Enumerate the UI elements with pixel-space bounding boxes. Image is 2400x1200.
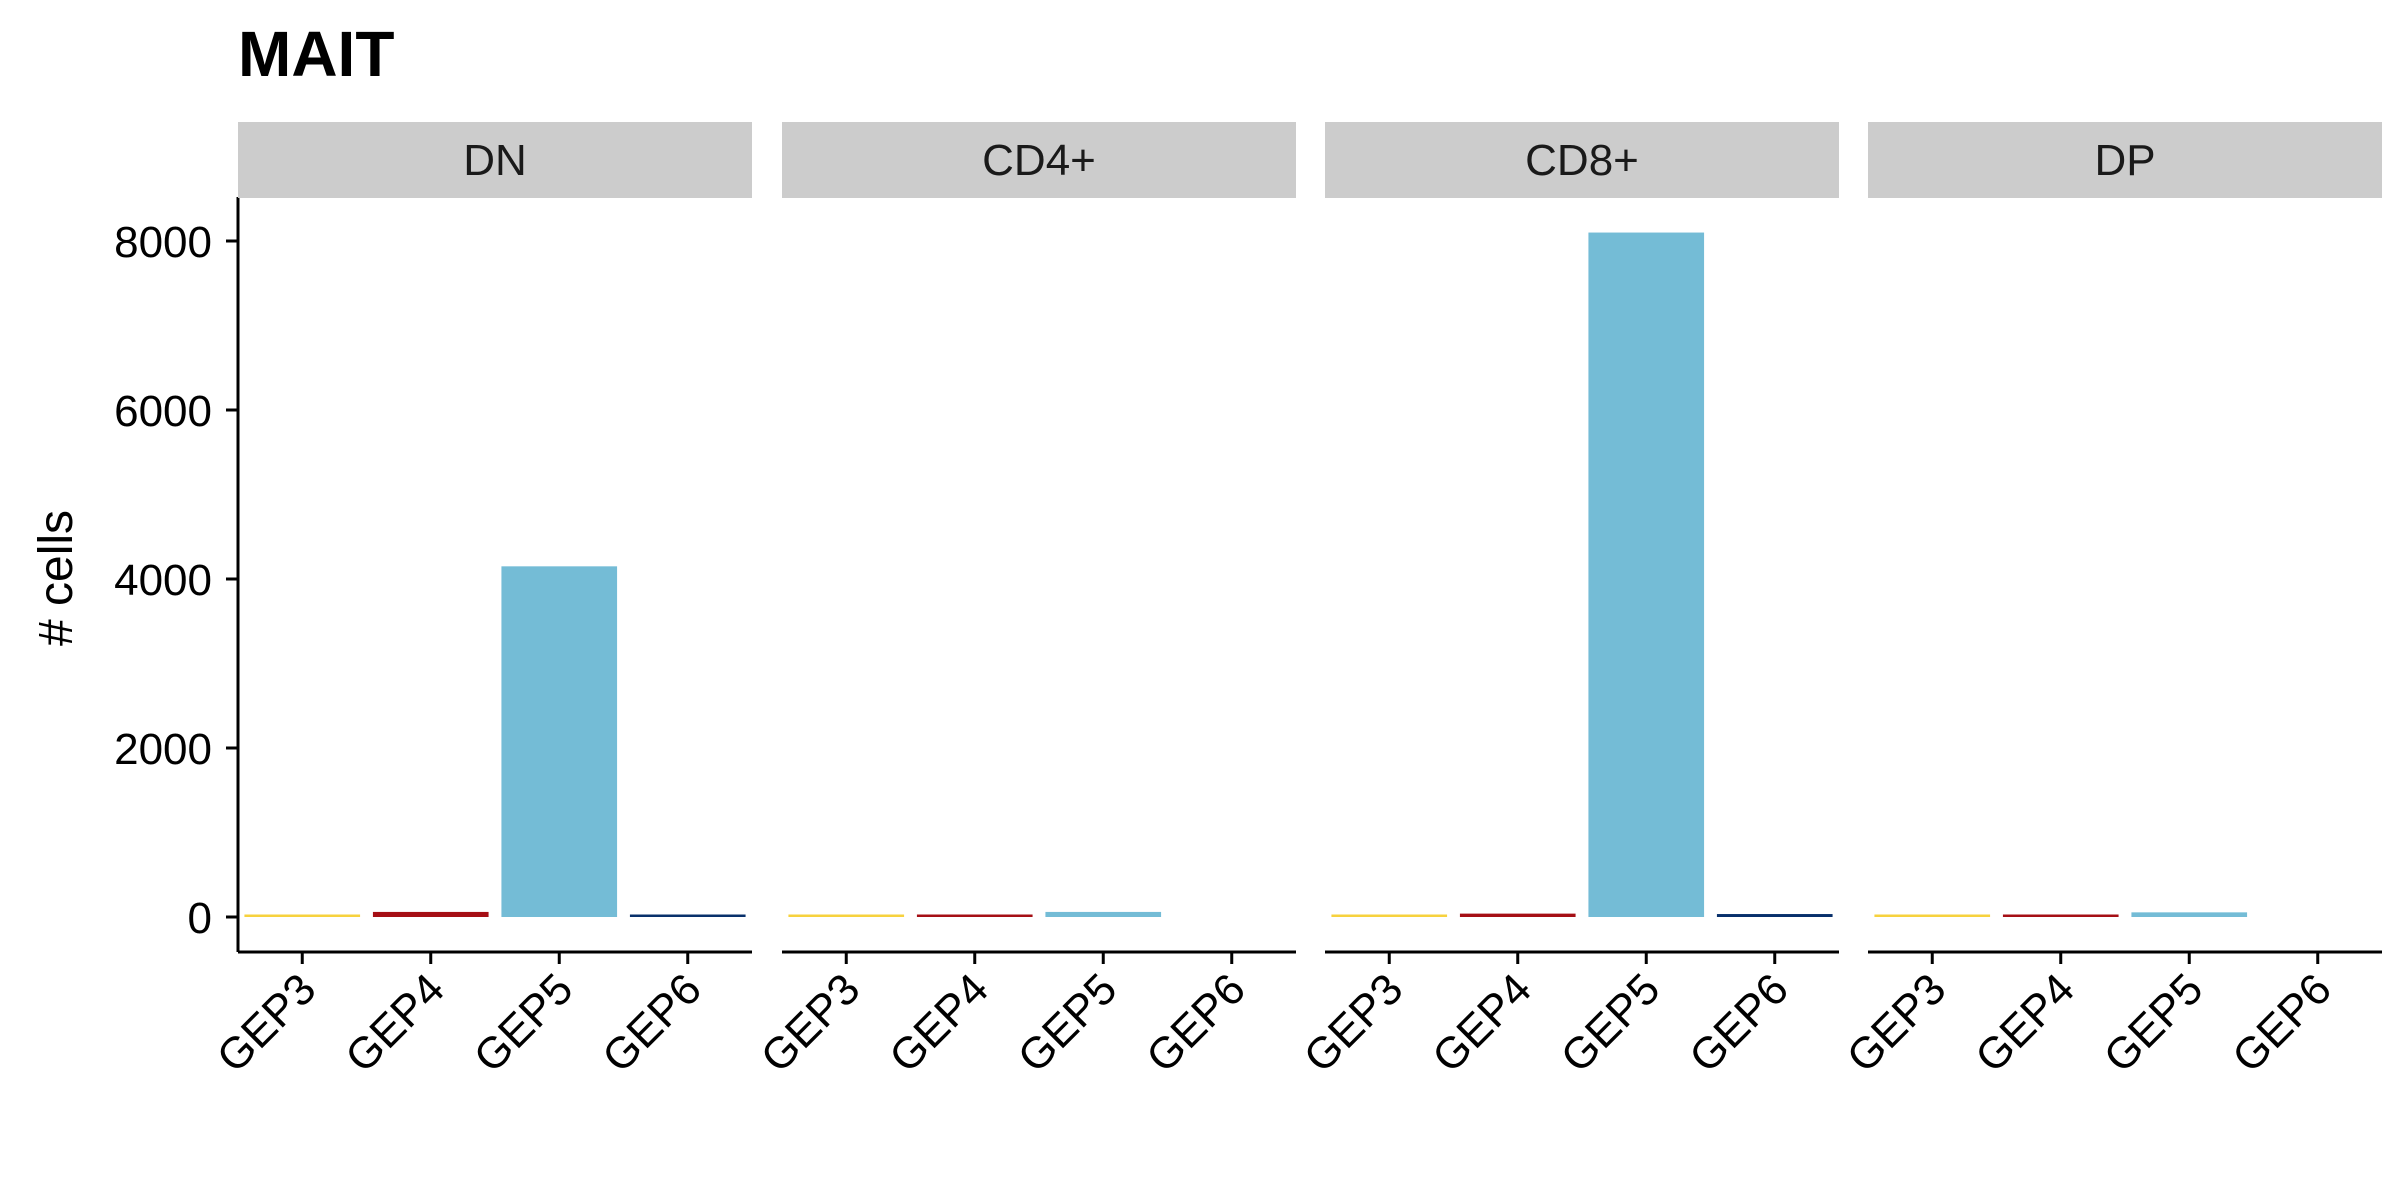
facet-strip-label: CD8+ — [1525, 136, 1639, 185]
facet-strip — [1868, 122, 2382, 198]
x-tick-label: GEP4 — [1423, 964, 1541, 1082]
x-tick-label: GEP3 — [752, 964, 870, 1082]
x-tick-label: GEP5 — [1009, 964, 1127, 1082]
y-axis-title: # cells — [30, 510, 83, 646]
y-tick-label: 0 — [188, 894, 212, 943]
bar — [1045, 911, 1162, 917]
y-tick-label: 6000 — [114, 387, 212, 436]
x-tick-label: GEP3 — [1295, 964, 1413, 1082]
bar — [244, 914, 361, 917]
facet-strip-label: DP — [2094, 136, 2155, 185]
bar — [1588, 232, 1705, 918]
facet-strip — [782, 122, 1296, 198]
facet-strip — [238, 122, 752, 198]
facet-panel: CD4+ GEP3 GEP4 GEP5 GEP6 — [752, 122, 1296, 1082]
facet-panel: DN GEP3 GEP4 GEP5 GEP6 — [208, 122, 752, 1082]
x-tick-label: GEP6 — [1137, 964, 1255, 1082]
x-tick-label: GEP5 — [1552, 964, 1670, 1082]
bar — [1716, 914, 1833, 917]
y-tick-label: 4000 — [114, 556, 212, 605]
bar — [501, 566, 618, 917]
x-tick-label: GEP5 — [2095, 964, 2213, 1082]
bar — [1459, 913, 1576, 917]
facet-panel: CD8+ GEP3 GEP4 GEP5 GEP6 — [1295, 122, 1839, 1082]
bar — [1331, 914, 1448, 917]
y-tick-label: 8000 — [114, 218, 212, 267]
facet-strip — [1325, 122, 1839, 198]
facet-panel: DP GEP3 GEP4 GEP5 GEP6 — [1838, 122, 2382, 1082]
bar — [788, 914, 905, 917]
x-tick-label: GEP4 — [1966, 964, 2084, 1082]
x-tick-label: GEP4 — [880, 964, 998, 1082]
bar — [2002, 914, 2119, 917]
bar — [2131, 912, 2248, 917]
bar — [916, 914, 1033, 917]
x-tick-label: GEP5 — [465, 964, 583, 1082]
x-tick-label: GEP6 — [1680, 964, 1798, 1082]
y-axis: 0 2000 4000 6000 8000 — [114, 197, 240, 952]
x-tick-label: GEP6 — [593, 964, 711, 1082]
y-tick-label: 2000 — [114, 725, 212, 774]
bar — [629, 914, 746, 917]
bar — [1874, 914, 1991, 917]
x-tick-label: GEP3 — [1838, 964, 1956, 1082]
x-tick-label: GEP3 — [208, 964, 326, 1082]
chart-title: MAIT — [238, 18, 394, 90]
x-tick-label: GEP6 — [2223, 964, 2341, 1082]
facet-strip-label: CD4+ — [982, 136, 1096, 185]
x-tick-label: GEP4 — [336, 964, 454, 1082]
facet-strip-label: DN — [463, 136, 527, 185]
bar — [372, 911, 489, 917]
